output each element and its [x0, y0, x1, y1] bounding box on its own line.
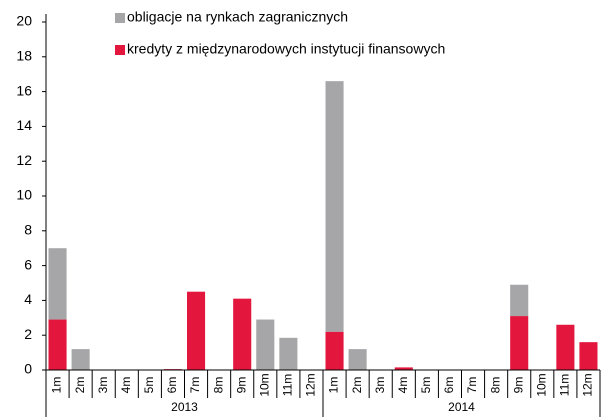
x-tick-label: 12m: [304, 373, 318, 396]
bar-segment: [556, 324, 575, 370]
y-tick-label: 18: [16, 48, 32, 64]
bar-segment: [256, 319, 275, 370]
x-tick-label: 1m: [327, 377, 341, 394]
x-tick-label: 11m: [558, 374, 572, 396]
x-tick-label: 5m: [419, 377, 433, 394]
bar-segment: [579, 342, 598, 370]
bar-segment: [394, 367, 413, 370]
bar-segment: [48, 248, 67, 320]
x-tick-label: 2m: [350, 377, 364, 394]
x-tick-label: 2m: [73, 377, 87, 394]
bar-segment: [48, 319, 67, 370]
y-tick-label: 4: [24, 291, 32, 307]
y-tick-label: 12: [16, 152, 32, 168]
x-tick-label: 3m: [96, 377, 110, 394]
group-label: 2014: [448, 400, 475, 414]
x-tick-label: 9m: [511, 377, 525, 394]
x-tick-label: 6m: [165, 377, 179, 394]
y-tick-label: 14: [16, 117, 32, 133]
bar-segment: [187, 291, 206, 370]
group-label: 2013: [171, 400, 198, 414]
x-tick-label: 11m: [281, 374, 295, 396]
x-tick-label: 12m: [581, 373, 595, 396]
x-tick-label: 1m: [50, 377, 64, 394]
x-tick-label: 7m: [188, 377, 202, 394]
x-tick-label: 8m: [211, 377, 225, 394]
x-tick-label: 5m: [142, 377, 156, 394]
legend-label: kredyty z międzynarodowych instytucji fi…: [127, 41, 445, 57]
bar-segment: [510, 316, 529, 370]
legend-swatch: [115, 13, 125, 23]
y-tick-label: 6: [24, 256, 32, 272]
x-tick-label: 4m: [119, 377, 133, 394]
x-tick-label: 10m: [534, 373, 548, 396]
bar-segment: [71, 349, 90, 370]
x-tick-label: 6m: [442, 377, 456, 394]
x-tick-label: 4m: [396, 377, 410, 394]
y-tick-label: 20: [16, 13, 32, 29]
bar-segment: [325, 331, 344, 370]
x-tick-label: 10m: [257, 373, 271, 396]
x-tick-label: 9m: [234, 377, 248, 394]
y-tick-label: 8: [24, 222, 32, 238]
bar-segment: [279, 337, 298, 370]
y-tick-label: 2: [24, 326, 32, 342]
bar-segment: [348, 349, 367, 370]
x-tick-label: 8m: [488, 377, 502, 394]
y-tick-label: 0: [24, 361, 32, 377]
x-tick-label: 3m: [373, 377, 387, 394]
bar-segment: [233, 298, 252, 370]
legend-swatch: [115, 45, 125, 55]
legend-label: obligacje na rynkach zagranicznych: [127, 9, 348, 25]
y-tick-label: 10: [16, 187, 32, 203]
bar-segment: [510, 284, 529, 317]
bar-segment: [325, 81, 344, 332]
y-tick-label: 16: [16, 82, 32, 98]
x-tick-label: 7m: [465, 377, 479, 394]
